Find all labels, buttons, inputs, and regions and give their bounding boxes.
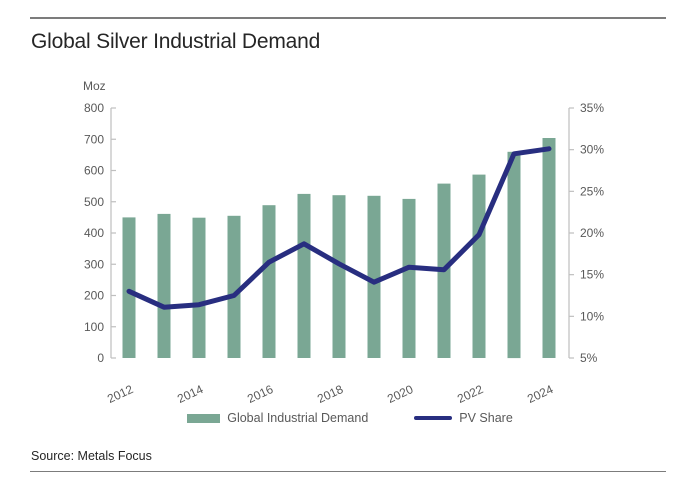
left-axis-tick-label: 700 xyxy=(84,132,104,146)
x-axis-label-2024: 2024 xyxy=(525,382,555,406)
left-axis-tick-label: 300 xyxy=(84,257,104,271)
bar-2020 xyxy=(402,198,416,358)
legend: Global Industrial Demand PV Share xyxy=(0,411,700,425)
bar-2019 xyxy=(367,195,381,358)
bar-2012 xyxy=(122,217,136,358)
x-axis-label-2014: 2014 xyxy=(175,382,205,406)
bar-2013 xyxy=(157,213,171,358)
bar-2017 xyxy=(297,193,311,358)
top-rule xyxy=(30,17,666,19)
bar-2014 xyxy=(192,217,206,358)
right-axis-tick-label: 30% xyxy=(580,143,604,157)
right-axis-tick-label: 35% xyxy=(580,101,604,115)
bar-2024 xyxy=(542,138,556,358)
left-axis-tick-label: 200 xyxy=(84,289,104,303)
right-axis-tick-label: 25% xyxy=(580,184,604,198)
bar-2016 xyxy=(262,205,276,358)
legend-item-pv-share: PV Share xyxy=(414,411,513,425)
legend-item-demand: Global Industrial Demand xyxy=(187,411,368,425)
x-axis-label-2012: 2012 xyxy=(105,382,135,406)
x-axis-label-2016: 2016 xyxy=(245,382,275,406)
left-axis-tick-label: 800 xyxy=(84,101,104,115)
right-axis-tick-label: 5% xyxy=(580,351,598,365)
x-axis-label-2022: 2022 xyxy=(455,382,485,406)
bar-swatch-icon xyxy=(187,413,221,423)
x-axis-label-2020: 2020 xyxy=(385,382,415,406)
left-axis-tick-label: 400 xyxy=(84,226,104,240)
left-axis-tick-label: 100 xyxy=(84,320,104,334)
bottom-rule xyxy=(30,471,666,472)
bar-2022 xyxy=(472,174,486,358)
bar-2015 xyxy=(227,215,241,358)
left-axis-tick-label: 500 xyxy=(84,195,104,209)
bar-2023 xyxy=(507,151,521,359)
chart-title: Global Silver Industrial Demand xyxy=(31,30,321,53)
left-axis-tick-label: 600 xyxy=(84,164,104,178)
source-note: Source: Metals Focus xyxy=(31,449,152,463)
right-axis-tick-label: 15% xyxy=(580,268,604,282)
right-axis-tick-label: 20% xyxy=(580,226,604,240)
left-axis-unit-label: Moz xyxy=(83,79,106,93)
legend-pv-share-label: PV Share xyxy=(459,411,513,425)
right-axis-tick-label: 10% xyxy=(580,309,604,323)
left-axis-tick-label: 0 xyxy=(97,351,104,365)
x-axis-label-2018: 2018 xyxy=(315,382,345,406)
chart-plot: 0 100 200 300 400 500 600 700 800 5% 10% 15% 20% 25% 3… xyxy=(84,101,604,406)
line-swatch-icon xyxy=(414,416,453,420)
bar-2018 xyxy=(332,195,346,358)
legend-demand-label: Global Industrial Demand xyxy=(227,411,369,425)
pv-share-line xyxy=(126,146,552,310)
